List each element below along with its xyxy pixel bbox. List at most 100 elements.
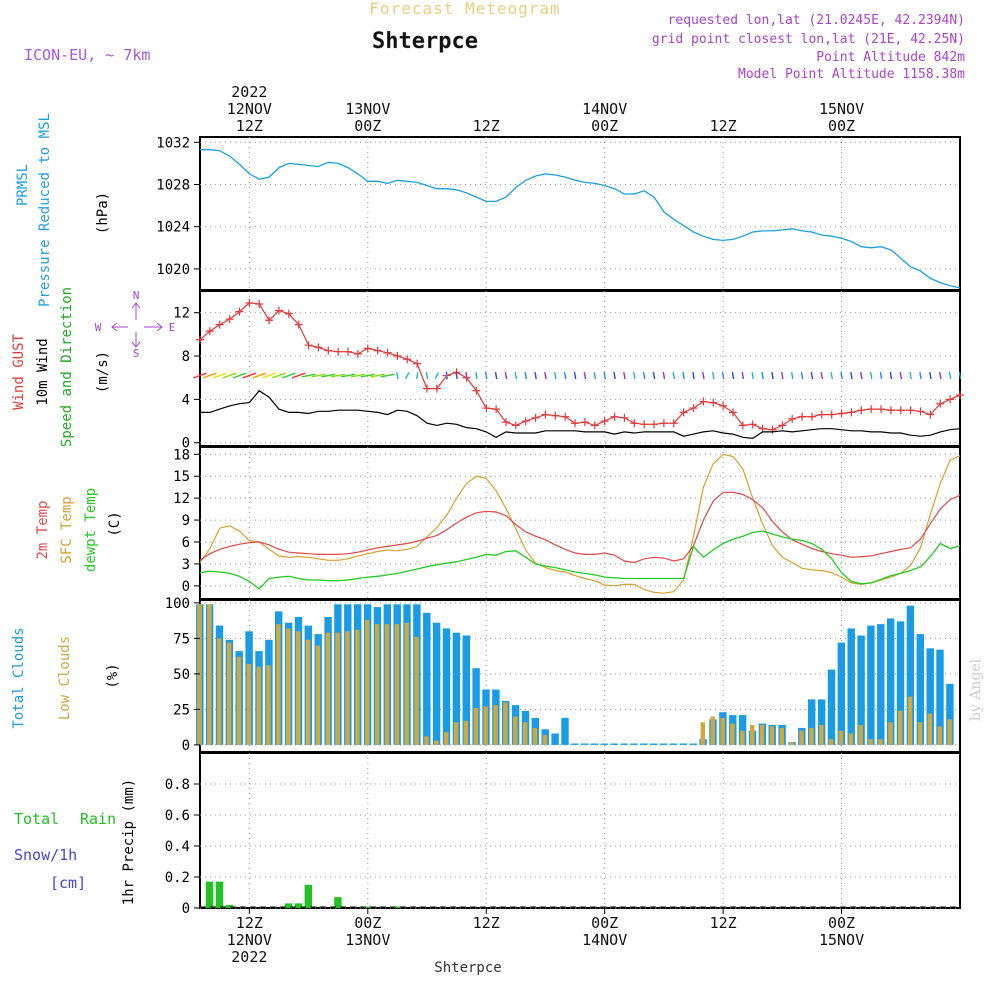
time-label-bottom: 12Z bbox=[710, 914, 737, 932]
wind-direction-arrow bbox=[879, 371, 883, 380]
gust-marker bbox=[304, 341, 313, 350]
precip-label-rain: Rain bbox=[80, 810, 116, 828]
total-cloud-bar bbox=[896, 621, 905, 745]
pressure-tick-label: 1024 bbox=[156, 220, 190, 236]
wind-direction-arrow bbox=[544, 371, 547, 380]
low-cloud-bar bbox=[424, 736, 429, 745]
low-cloud-bar bbox=[799, 730, 804, 745]
gust-marker bbox=[541, 410, 550, 419]
total-cloud-bar bbox=[679, 743, 688, 745]
wind-direction-arrow bbox=[613, 371, 616, 380]
total-cloud-bar bbox=[620, 743, 628, 745]
wind-label-speed-dir: Speed and Direction bbox=[59, 287, 75, 447]
wind-direction-arrow bbox=[301, 373, 316, 378]
time-label-bottom: 15NOV bbox=[819, 931, 864, 949]
pressure-label-long: Pressure Reduced to MSL bbox=[37, 113, 53, 307]
total-cloud-bar bbox=[847, 628, 855, 745]
gust-marker bbox=[659, 419, 668, 428]
total-cloud-bar bbox=[640, 743, 648, 745]
sfc-temp-line bbox=[199, 453, 961, 594]
gust-marker bbox=[630, 419, 639, 428]
low-cloud-bar bbox=[838, 730, 844, 745]
gust-marker bbox=[916, 407, 925, 416]
wind-direction-arrow bbox=[272, 372, 286, 379]
gust-marker bbox=[807, 412, 816, 421]
wind-direction-arrow bbox=[899, 371, 903, 380]
clouds-label-low: Low Clouds bbox=[57, 636, 73, 720]
watermark: by Angel bbox=[968, 658, 984, 721]
wind-direction-arrow bbox=[869, 371, 873, 380]
precip-label-cm: [cm] bbox=[50, 874, 86, 892]
wind-direction-arrow bbox=[415, 371, 419, 380]
clouds-unit: (%) bbox=[105, 663, 121, 688]
low-cloud-bar bbox=[769, 726, 775, 745]
total-cloud-bar bbox=[452, 632, 461, 745]
wind-layer bbox=[193, 298, 964, 440]
low-cloud-bar bbox=[256, 666, 261, 745]
gust-marker bbox=[393, 352, 402, 361]
time-label-top: 12NOV bbox=[227, 100, 272, 118]
wind-direction-arrow bbox=[475, 371, 478, 380]
total-cloud-bar bbox=[808, 699, 816, 745]
wind-direction-arrow bbox=[282, 372, 296, 379]
clouds-label-total: Total Clouds bbox=[11, 627, 27, 728]
temp-tick-label: 18 bbox=[173, 447, 190, 463]
wind-direction-arrow bbox=[445, 371, 449, 380]
low-cloud-bar bbox=[898, 710, 903, 745]
wind-direction-arrow bbox=[573, 371, 577, 380]
wind-direction-arrow bbox=[751, 371, 754, 380]
gust-marker bbox=[590, 421, 599, 430]
total-cloud-bar bbox=[867, 625, 875, 745]
total-cloud-bar bbox=[857, 635, 865, 745]
gust-marker bbox=[640, 420, 649, 429]
gust-marker bbox=[235, 307, 244, 316]
time-label-bottom: 12NOV bbox=[227, 931, 272, 949]
gust-marker bbox=[294, 320, 303, 329]
wind-unit: (m/s) bbox=[95, 351, 111, 393]
wind-direction-arrow bbox=[781, 371, 784, 380]
wind-direction-arrow bbox=[331, 373, 346, 378]
wind-direction-arrow bbox=[820, 371, 824, 380]
grid-point-coords: grid point closest lon,lat (21E, 42.25N) bbox=[652, 32, 965, 47]
gust-marker bbox=[689, 404, 698, 413]
clouds-tick-label: 75 bbox=[173, 631, 190, 647]
gust-marker bbox=[373, 346, 382, 355]
wind-direction-arrow bbox=[642, 371, 646, 380]
time-label-bottom: 12Z bbox=[473, 914, 500, 932]
low-cloud-bar bbox=[700, 722, 705, 745]
gust-marker bbox=[738, 421, 747, 430]
wind-direction-arrow bbox=[702, 371, 705, 380]
gust-marker bbox=[946, 395, 955, 404]
total-cloud-bar bbox=[590, 743, 599, 745]
gust-line bbox=[199, 302, 961, 431]
precip-tick-label: 0.6 bbox=[165, 808, 190, 824]
wind-direction-arrow bbox=[810, 371, 814, 380]
precip-layer bbox=[200, 881, 960, 909]
pressure-label-prmsl: PRMSL bbox=[15, 164, 31, 206]
wind-direction-arrow bbox=[939, 371, 942, 380]
low-cloud-bar bbox=[434, 740, 439, 745]
wind-direction-arrow bbox=[212, 372, 227, 379]
pressure-tick-label: 1032 bbox=[156, 135, 190, 151]
gust-marker bbox=[215, 320, 224, 329]
gust-marker bbox=[956, 391, 964, 400]
wind-direction-arrow bbox=[434, 372, 440, 379]
wind-label-gust: Wind GUST bbox=[11, 334, 27, 410]
low-cloud-bar bbox=[809, 727, 814, 745]
precip-unit: 1hr Precip (mm) bbox=[121, 779, 137, 905]
point-altitude: Point Altitude 842m bbox=[816, 50, 965, 65]
gust-marker bbox=[896, 406, 905, 415]
gust-marker bbox=[936, 399, 945, 408]
gust-marker bbox=[886, 406, 895, 415]
wind-direction-arrow bbox=[514, 371, 518, 380]
axis-ticks: 1020102410281032048120369121518025507510… bbox=[156, 135, 200, 917]
wind-direction-arrow bbox=[800, 371, 804, 380]
low-cloud-bar bbox=[483, 706, 488, 745]
wind-direction-arrow bbox=[741, 371, 745, 380]
wind-direction-arrow bbox=[350, 373, 365, 378]
low-cloud-bar bbox=[286, 628, 291, 745]
gust-marker bbox=[482, 404, 491, 413]
wind-tick-label: 4 bbox=[182, 392, 190, 408]
time-label-top: 2022 bbox=[231, 83, 267, 101]
low-cloud-bar bbox=[710, 716, 715, 745]
